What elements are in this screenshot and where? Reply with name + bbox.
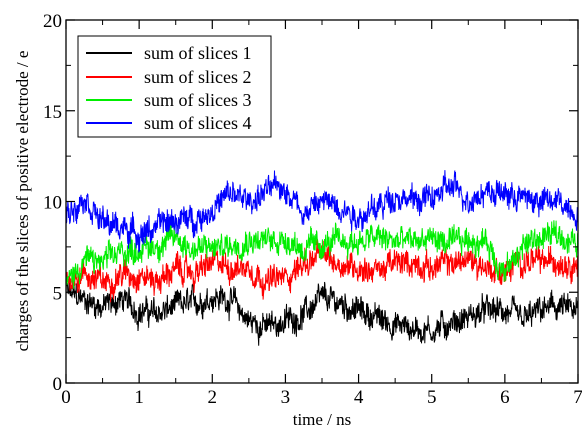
legend-label-1: sum of slices 1 [144, 43, 252, 63]
x-tick-label: 0 [61, 387, 71, 408]
series-line-1 [65, 280, 579, 346]
x-axis-label: time / ns [293, 410, 352, 429]
x-tick-label: 3 [281, 387, 291, 408]
x-tick-label: 7 [573, 387, 582, 408]
y-tick-label: 10 [43, 193, 62, 214]
x-tick-label: 6 [500, 387, 510, 408]
series-layer [65, 170, 579, 346]
x-tick-label: 5 [427, 387, 437, 408]
y-axis-label: charges of the slices of positive electr… [13, 51, 32, 352]
series-line-3 [65, 220, 579, 290]
legend-label-2: sum of slices 2 [144, 67, 252, 87]
y-tick-label: 20 [43, 11, 62, 32]
legend-label-4: sum of slices 4 [144, 113, 252, 133]
x-tick-label: 4 [354, 387, 364, 408]
legend: sum of slices 1 sum of slices 2 sum of s… [77, 35, 272, 138]
y-tick-label: 5 [53, 283, 63, 304]
legend-label-3: sum of slices 3 [144, 90, 252, 110]
x-tick-label: 1 [134, 387, 144, 408]
series-line-4 [65, 170, 579, 253]
series-line-2 [65, 238, 579, 303]
y-tick-label: 0 [53, 374, 63, 395]
x-tick-label: 2 [208, 387, 218, 408]
y-tick-label: 15 [43, 102, 62, 123]
ticks-layer: 0 1 2 3 4 5 6 7 0 5 10 15 20 [43, 11, 582, 408]
